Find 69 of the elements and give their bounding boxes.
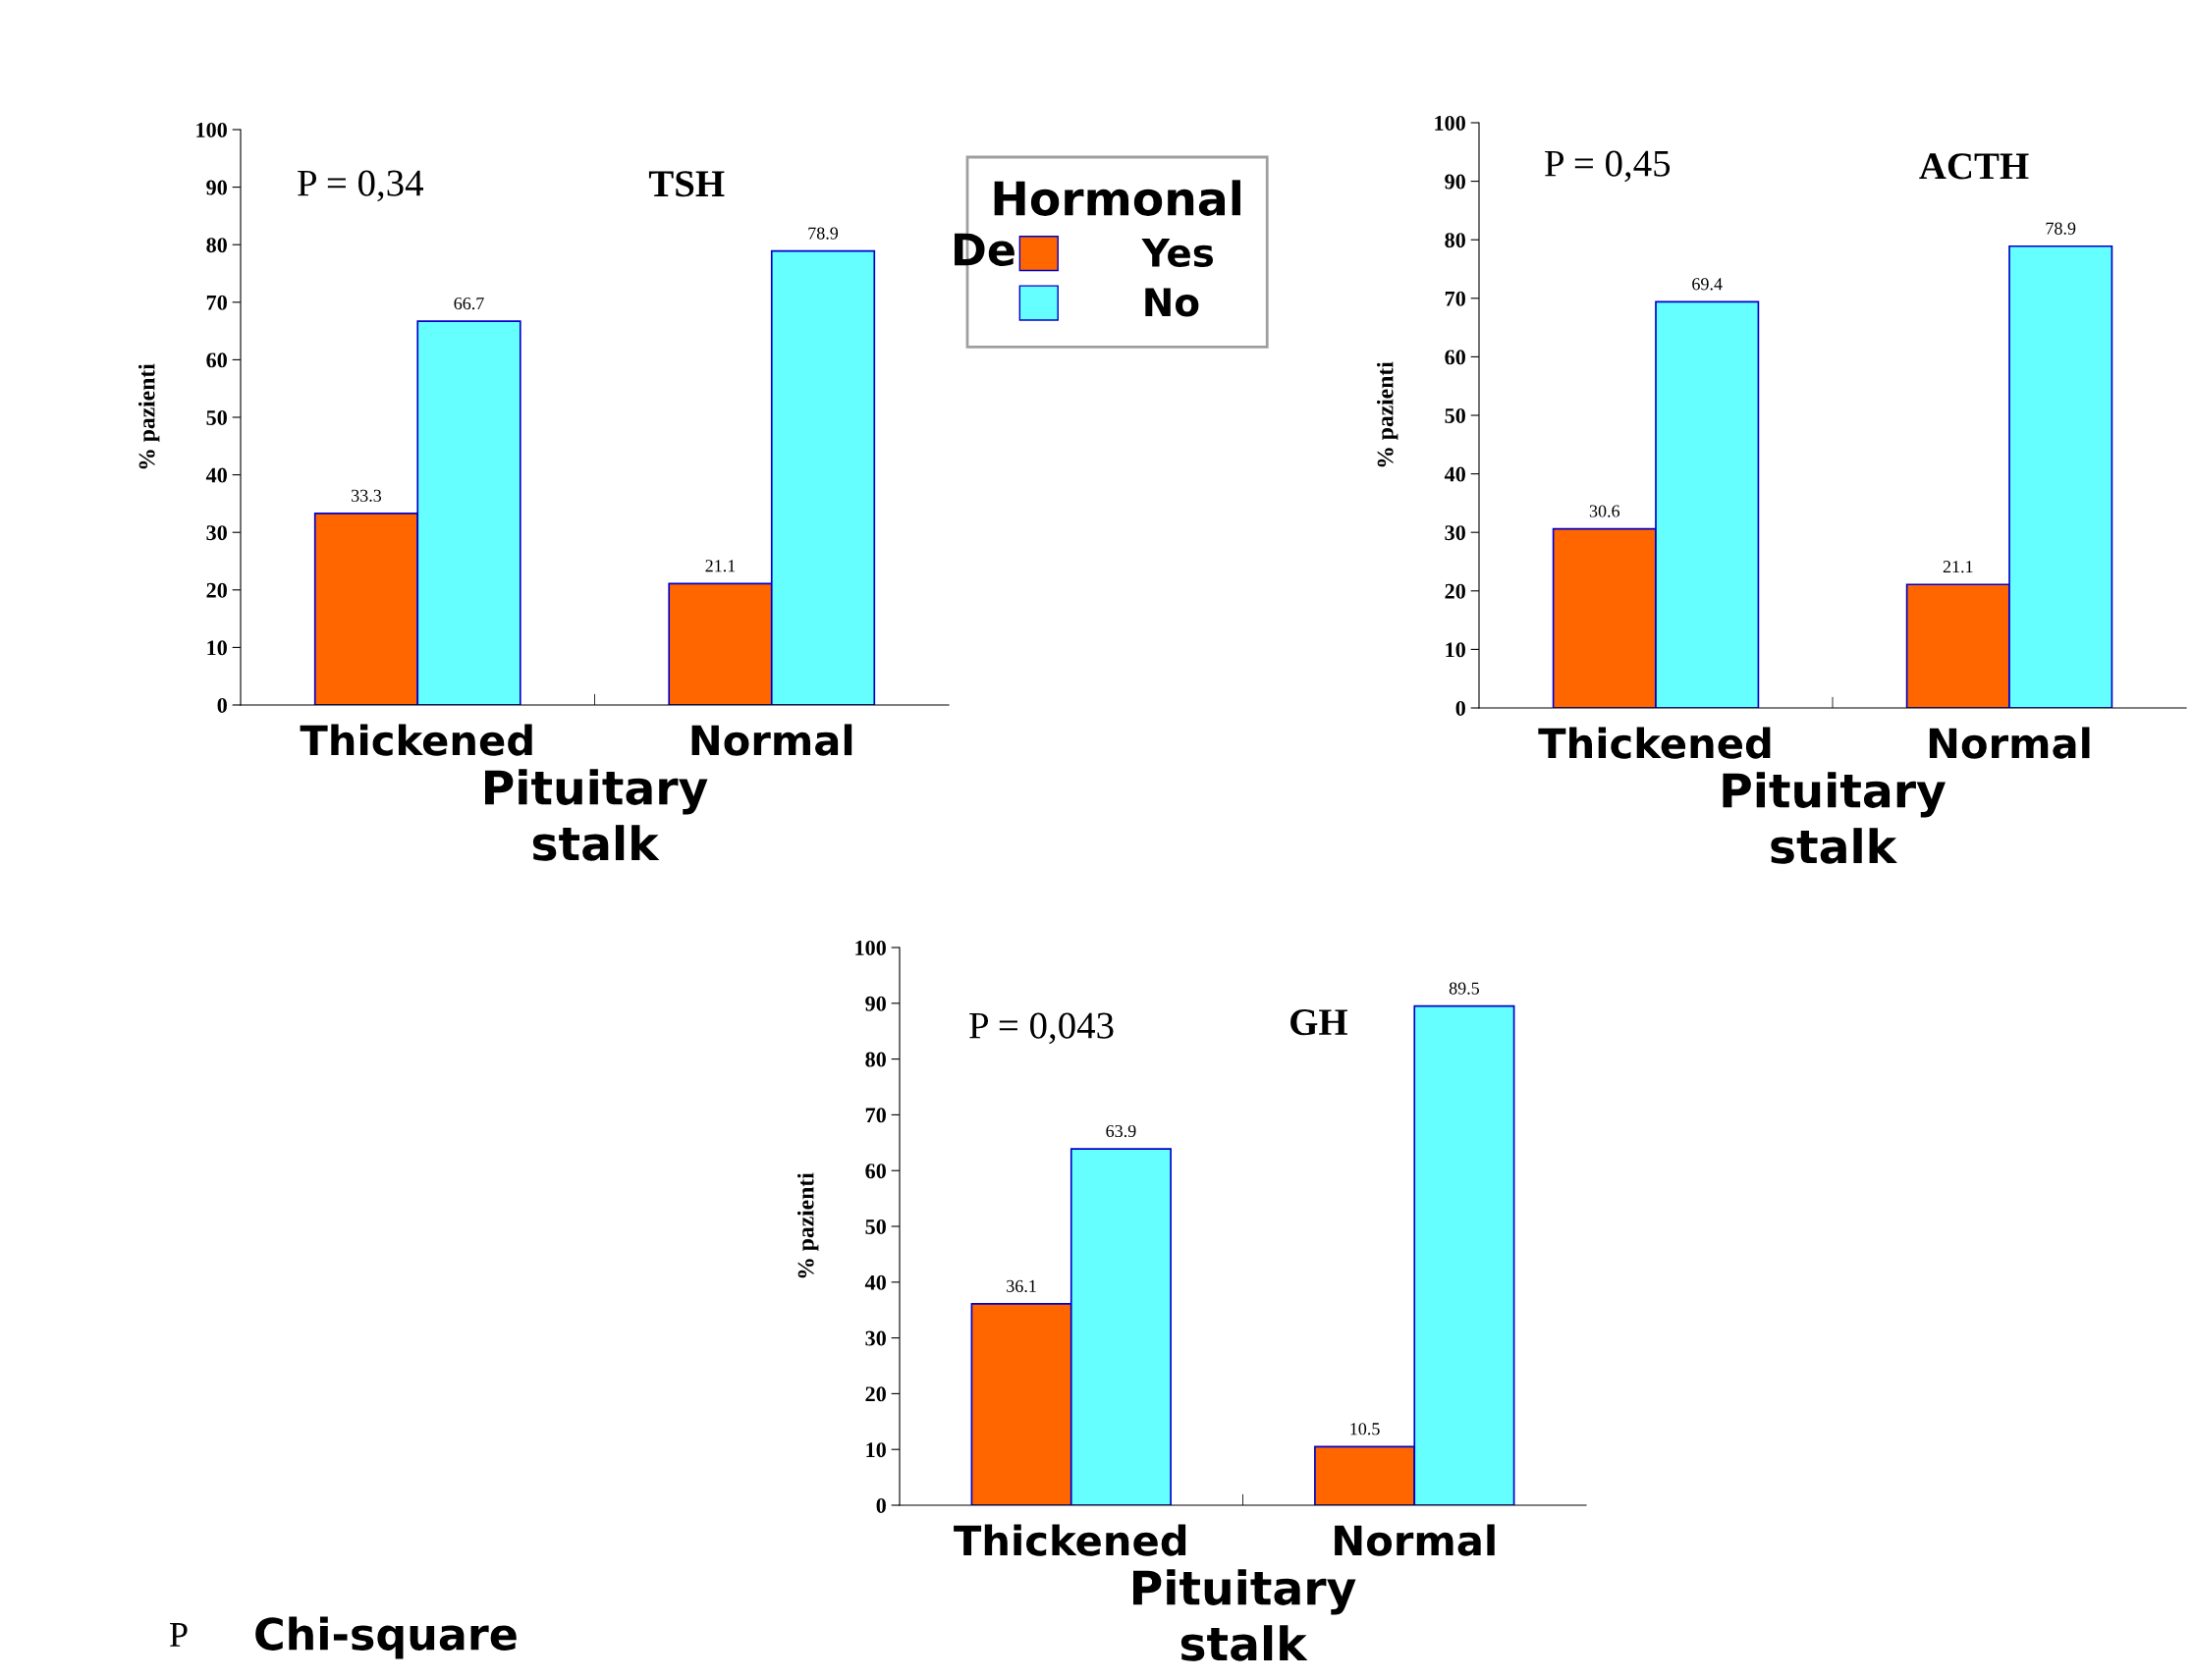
y-tick-label: 0	[217, 697, 227, 713]
y-tick-label: 90	[865, 996, 886, 1011]
legend-label: No	[1145, 288, 1199, 317]
x-tick-label: Thickened	[300, 724, 532, 756]
y-tick-label: 30	[1445, 525, 1465, 541]
y-axis-title: % pazienti	[1376, 361, 1399, 467]
y-tick-label: 0	[876, 1497, 886, 1513]
text: De	[955, 233, 1015, 266]
y-tick-label: 60	[1445, 350, 1465, 365]
data-label: 78.9	[808, 227, 839, 240]
x-tick-label: Normal	[1929, 727, 2090, 759]
y-axis-title: % pazienti	[137, 363, 160, 469]
data-label: 69.4	[1692, 278, 1723, 291]
y-tick-label: 100	[196, 122, 227, 137]
y-tick-label: 100	[855, 940, 886, 955]
y-tick-label: 0	[1455, 700, 1465, 716]
y-tick-label: 90	[1445, 174, 1465, 190]
y-tick-label: 60	[865, 1164, 886, 1179]
x-axis-title: Pituitary stalk	[485, 769, 708, 861]
y-tick-label: 40	[1444, 466, 1465, 482]
y-tick-label: 60	[206, 352, 227, 368]
annotation: P = 0,043	[969, 1012, 1114, 1045]
y-tick-label: 40	[864, 1274, 886, 1290]
y-tick-label: 10	[207, 640, 227, 656]
text: ACTH	[1919, 153, 2029, 180]
y-tick-label: 80	[206, 238, 227, 253]
data-label: 66.7	[454, 298, 484, 310]
y-tick-label: 30	[206, 525, 227, 541]
legend-label: Yes	[1141, 239, 1214, 267]
y-tick-label: 10	[1446, 642, 1465, 658]
annotation: P = 0,34	[298, 170, 423, 202]
text: P	[170, 1623, 188, 1647]
y-tick-label: 70	[206, 295, 227, 310]
x-tick-label: Normal	[691, 724, 852, 756]
x-tick-label: Thickened	[954, 1524, 1186, 1556]
y-tick-label: 10	[866, 1442, 886, 1458]
y-tick-label: 30	[865, 1330, 886, 1346]
data-label: 10.5	[1350, 1423, 1380, 1436]
y-tick-label: 50	[1445, 407, 1465, 423]
text: Chi-square	[255, 1616, 517, 1659]
annotation: P = 0,45	[1545, 150, 1671, 183]
y-tick-label: 20	[865, 1386, 886, 1402]
data-label: 63.9	[1106, 1124, 1136, 1138]
y-tick-label: 20	[1445, 583, 1465, 599]
y-axis-title: % pazienti	[796, 1172, 819, 1278]
data-label: 21.1	[1943, 561, 1973, 573]
data-label: 78.9	[2046, 222, 2076, 235]
y-tick-label: 70	[1445, 291, 1465, 306]
data-label: 33.3	[352, 489, 382, 502]
y-tick-label: 80	[1445, 233, 1465, 248]
data-label: 89.5	[1449, 982, 1480, 995]
y-tick-label: 50	[865, 1219, 886, 1234]
y-tick-label: 70	[865, 1108, 886, 1123]
y-tick-label: 20	[206, 582, 227, 598]
x-tick-label: Thickened	[1538, 727, 1771, 759]
y-tick-label: 40	[205, 467, 227, 483]
text: TSH	[648, 171, 725, 197]
data-label: 30.6	[1589, 505, 1620, 517]
y-tick-label: 90	[206, 180, 227, 195]
text: GH	[1290, 1009, 1347, 1036]
x-axis-title: Pituitary stalk	[1723, 772, 1946, 864]
x-tick-label: Normal	[1335, 1524, 1495, 1556]
data-label: 36.1	[1007, 1279, 1036, 1293]
y-tick-label: 80	[865, 1052, 886, 1067]
data-label: 21.1	[705, 560, 736, 572]
x-axis-title: Pituitary stalk	[1133, 1569, 1356, 1661]
y-tick-label: 50	[206, 409, 227, 425]
legend-title: Hormonal	[994, 180, 1240, 216]
y-tick-label: 100	[1435, 115, 1465, 131]
